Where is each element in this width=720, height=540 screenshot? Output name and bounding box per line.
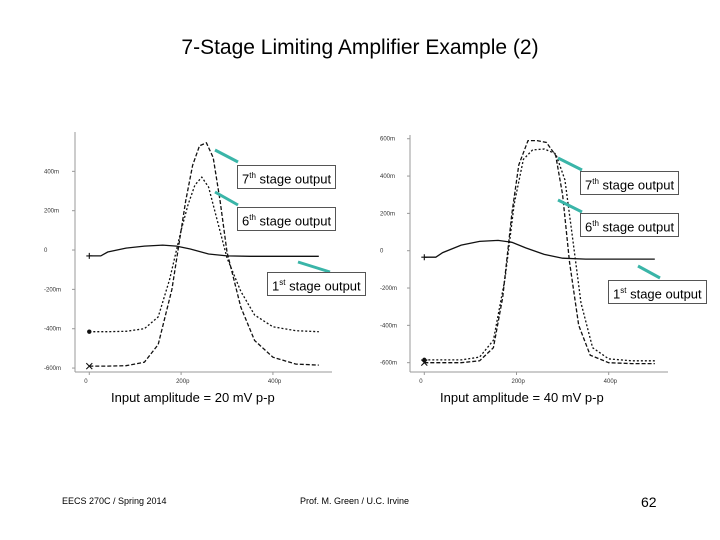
series-line [89,176,319,333]
callout-left-6th: 6th stage output [237,207,337,232]
y-tick-label: 200m [380,211,395,217]
slide-title: 7-Stage Limiting Amplifier Example (2) [181,36,539,59]
callout-sup: th [249,213,256,222]
series-marker [421,254,428,261]
series-marker [87,329,92,334]
callout-sup: st [620,286,627,295]
callout-right-6th: 6th stage output [580,213,680,238]
x-tick-label: 200p [176,379,190,385]
y-tick-label: -200m [44,287,61,293]
y-tick-label: -600m [44,366,61,372]
callout-left-1st: 1st stage output [267,272,366,297]
x-tick-label: 400p [604,379,618,385]
callout-connector [557,156,583,172]
y-tick-label: -400m [380,323,397,329]
footer-course: EECS 270C / Spring 2014 [62,496,167,506]
x-tick-label: 0 [84,379,88,385]
y-tick-label: -200m [380,286,397,292]
footer-author: Prof. M. Green / U.C. Irvine [300,496,410,506]
callout-connector [637,264,661,280]
callout-sup: th [249,171,256,180]
callout-num: 6 [585,219,593,235]
callout-sup: st [279,278,286,287]
page-number: 62 [641,494,657,510]
y-tick-label: 0 [380,249,384,255]
y-tick-label: 400m [380,174,395,180]
callout-connector [214,190,239,207]
series-line [424,139,655,365]
x-tick-label: 0 [419,379,423,385]
y-tick-label: -600m [380,361,397,367]
callout-right-1st: 1st stage output [608,280,707,305]
callout-num: 6 [242,213,250,229]
series-marker [86,252,93,259]
caption-left: Input amplitude = 20 mV p-p [111,390,275,405]
series-line [424,239,655,260]
x-tick-label: 400p [268,379,282,385]
caption-right: Input amplitude = 40 mV p-p [440,390,604,405]
x-tick-label: 200p [511,379,525,385]
series-line [424,148,655,362]
series-marker [85,362,93,370]
callout-text: stage output [626,286,702,302]
y-tick-label: 0 [44,248,48,254]
series-marker [422,357,427,363]
callout-num: 1 [272,278,280,294]
callout-text: stage output [255,213,332,229]
series-line [89,141,319,367]
callout-num: 7 [242,171,250,187]
y-tick-label: 400m [44,169,59,175]
callout-num: 1 [613,286,621,302]
callout-text: stage output [598,177,675,193]
callout-text: stage output [598,219,675,235]
callout-text: stage output [255,171,332,187]
callout-num: 7 [585,177,593,193]
y-tick-label: 600m [380,137,395,143]
callout-connector [214,148,239,164]
callout-right-7th: 7th stage output [580,171,680,196]
callout-text: stage output [285,278,361,294]
callout-connector [557,198,583,214]
series-line [89,244,319,257]
callout-connector [297,260,331,274]
callout-sup: th [592,219,599,228]
y-tick-label: 200m [44,209,59,215]
callout-left-7th: 7th stage output [237,165,337,190]
y-tick-label: -400m [44,327,61,333]
callout-sup: th [592,177,599,186]
